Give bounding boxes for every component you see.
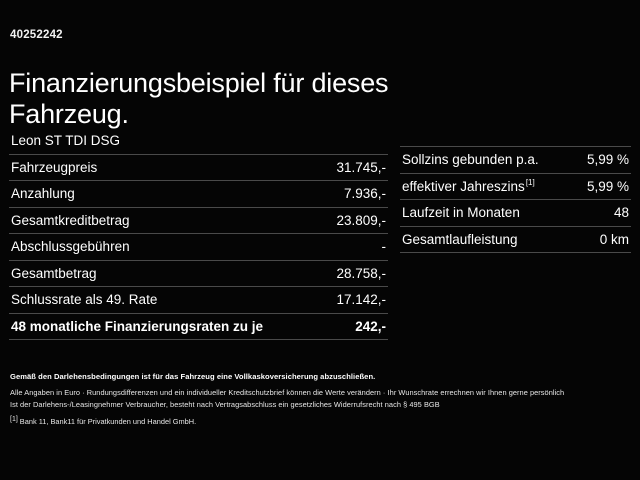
row-label: 48 monatliche Finanzierungsraten zu je bbox=[11, 318, 264, 334]
vehicle-model: Leon ST TDI DSG bbox=[11, 133, 121, 148]
row-label-text: effektiver Jahreszins bbox=[402, 178, 525, 194]
row-label-text: Laufzeit in Monaten bbox=[402, 205, 520, 221]
row-label-text: Sollzins gebunden p.a. bbox=[402, 152, 539, 167]
row-value: 31.745,- bbox=[336, 159, 386, 175]
footnote-marker: [1] bbox=[525, 178, 535, 188]
row-value: 17.142,- bbox=[336, 292, 386, 308]
row-value: 7.936,- bbox=[343, 186, 386, 202]
row-label: Gesamtkreditbetrag bbox=[11, 212, 130, 228]
table-row: Anzahlung 7.936,- bbox=[9, 180, 388, 207]
row-label: Gesamtbetrag bbox=[11, 265, 97, 281]
insurance-notice: Gemäß den Darlehensbedingungen ist für d… bbox=[10, 372, 376, 381]
table-row-monthly-rate: 48 monatliche Finanzierungsraten zu je 2… bbox=[9, 312, 388, 341]
table-row: Sollzins gebunden p.a. 5,99 % bbox=[400, 146, 631, 173]
terms-table: Sollzins gebunden p.a. 5,99 % effektiver… bbox=[400, 146, 631, 254]
row-value: - bbox=[381, 239, 387, 255]
table-row: Gesamtbetrag 28.758,- bbox=[9, 259, 388, 287]
legal-line-2: Ist der Darlehens-/Leasingnehmer Verbrau… bbox=[10, 399, 440, 409]
row-label: Schlussrate als 49. Rate bbox=[11, 292, 158, 308]
table-row: Gesamtlaufleistung 0 km bbox=[400, 225, 631, 254]
footnote-marker: [1] bbox=[10, 415, 18, 423]
row-value: 23.809,- bbox=[336, 212, 386, 228]
reference-id: 40252242 bbox=[10, 29, 63, 41]
legal-line-1: Alle Angaben in Euro · Rundungsdifferenz… bbox=[10, 388, 565, 398]
row-label: Fahrzeugpreis bbox=[11, 159, 98, 175]
table-row: Gesamtkreditbetrag 23.809,- bbox=[9, 206, 388, 234]
row-label: Laufzeit in Monaten bbox=[402, 205, 520, 221]
row-label: Abschlussgebühren bbox=[11, 239, 130, 255]
table-row: Schlussrate als 49. Rate 17.142,- bbox=[9, 286, 388, 313]
row-label: effektiver Jahreszins[1] bbox=[402, 179, 535, 195]
legal-disclaimer: Gemäß den Darlehensbedingungen ist für d… bbox=[10, 372, 632, 428]
row-value: 5,99 % bbox=[586, 178, 629, 194]
row-label-text: Gesamtlaufleistung bbox=[402, 231, 518, 247]
row-value: 242,- bbox=[355, 318, 386, 334]
table-row: effektiver Jahreszins[1] 5,99 % bbox=[400, 172, 631, 200]
row-label: Gesamtlaufleistung bbox=[402, 232, 518, 248]
row-label: Sollzins gebunden p.a. bbox=[402, 152, 539, 168]
bank-footnote-text: Bank 11, Bank11 für Privatkunden und Han… bbox=[19, 417, 197, 427]
table-row: Fahrzeugpreis 31.745,- bbox=[9, 153, 388, 181]
row-value: 48 bbox=[613, 205, 629, 221]
row-label: Anzahlung bbox=[11, 186, 75, 202]
bank-footnote: [1] Bank 11, Bank11 für Privatkunden und … bbox=[10, 415, 632, 427]
row-value: 0 km bbox=[599, 231, 629, 247]
finance-table: Leon ST TDI DSG Fahrzeugpreis 31.745,- A… bbox=[9, 130, 388, 341]
table-row: Laufzeit in Monaten 48 bbox=[400, 199, 631, 226]
row-value: 5,99 % bbox=[586, 152, 629, 167]
page-title: Finanzierungsbeispiel für dieses Fahrzeu… bbox=[9, 68, 389, 130]
row-value: 28.758,- bbox=[336, 265, 386, 281]
table-row: Abschlussgebühren - bbox=[9, 233, 388, 260]
